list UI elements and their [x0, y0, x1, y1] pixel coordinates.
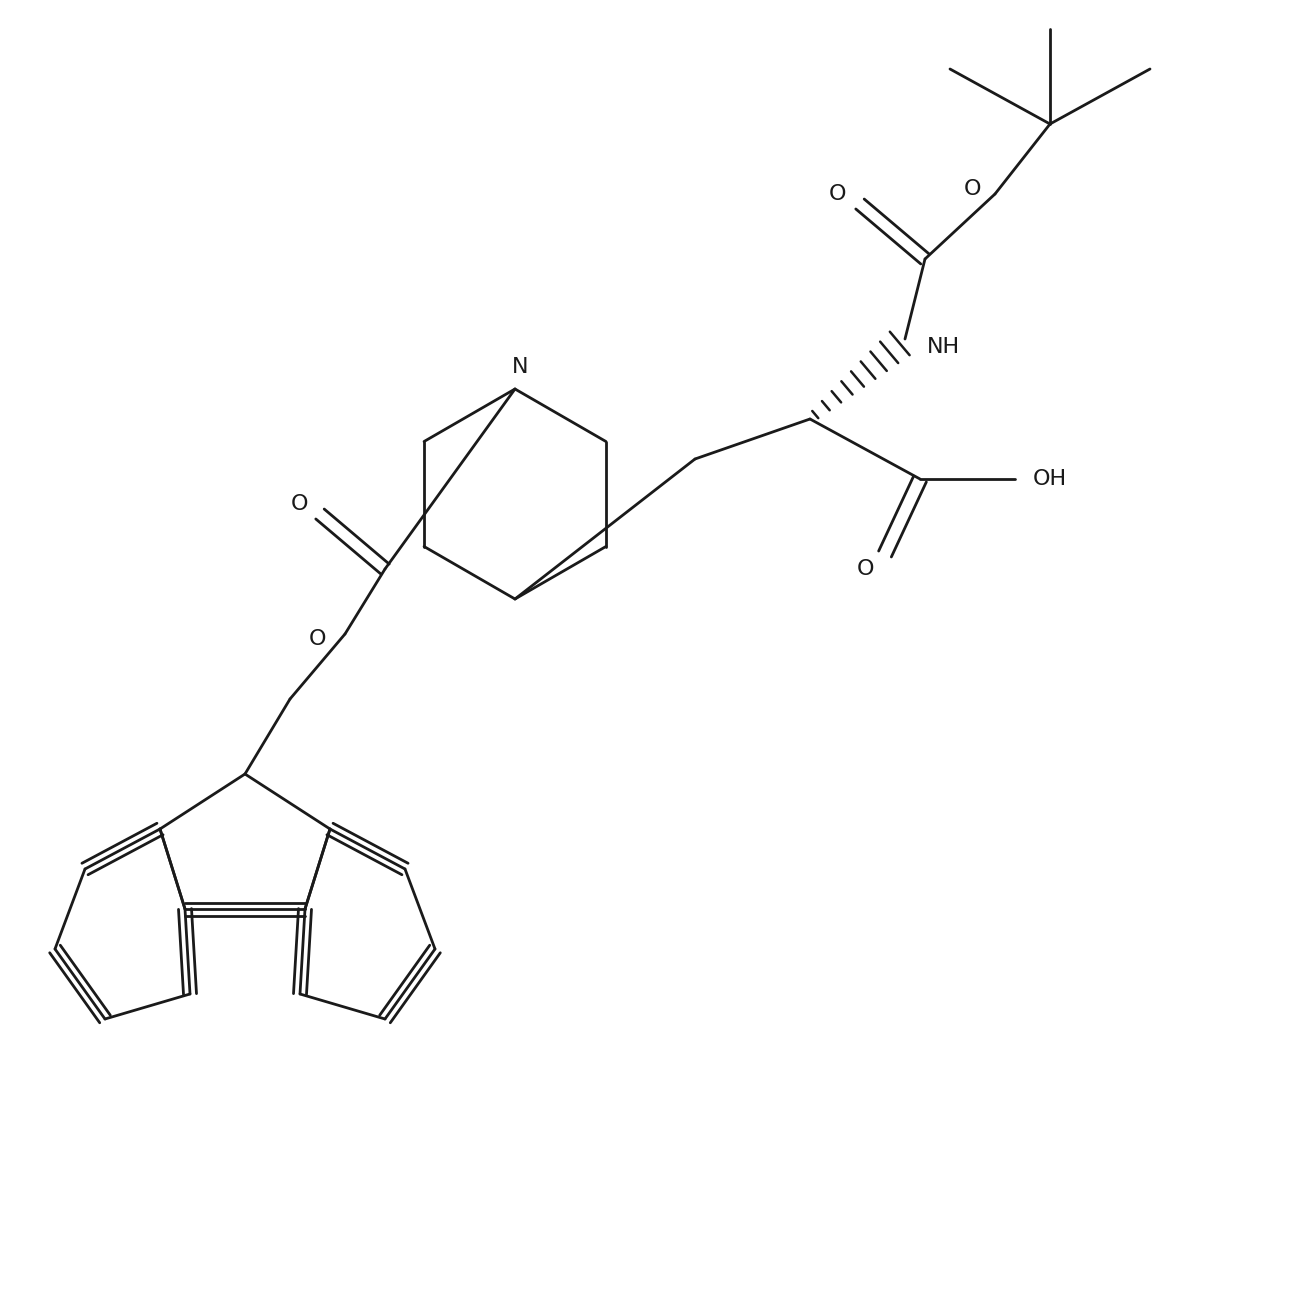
- Text: NH: NH: [927, 336, 960, 357]
- Text: O: O: [309, 629, 326, 649]
- Text: O: O: [857, 559, 874, 579]
- Text: O: O: [292, 494, 309, 514]
- Text: OH: OH: [1032, 469, 1068, 489]
- Text: N: N: [512, 357, 529, 377]
- Text: O: O: [965, 179, 982, 200]
- Text: O: O: [829, 184, 846, 203]
